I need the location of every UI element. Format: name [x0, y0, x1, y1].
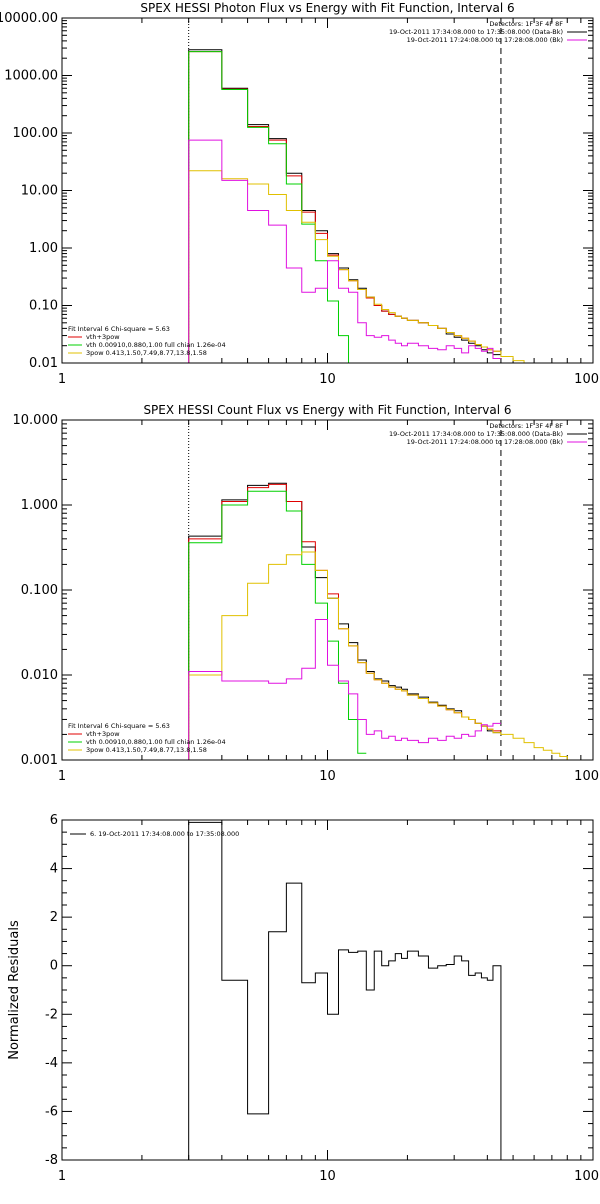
x-tick-label: 100 — [574, 1169, 599, 1184]
series-line-3 — [188, 51, 358, 363]
plot-area — [188, 420, 588, 760]
x-tick-label: 10 — [319, 372, 336, 387]
series-line-5 — [188, 139, 501, 363]
y-tick-label: -6 — [45, 1104, 58, 1119]
y-tick-label: 10.00 — [21, 184, 58, 199]
series-line-4 — [188, 551, 588, 760]
plot-area — [188, 18, 552, 363]
legend-entry: 19-Oct-2011 17:34:08.000 to 17:35:08.000… — [389, 28, 563, 36]
legend-entry: Fit Interval 6 Chi-square = 5.63 — [68, 722, 170, 730]
series-line-1 — [188, 49, 501, 363]
legend-entry: 6. 19-Oct-2011 17:34:08.000 to 17:35:08.… — [90, 830, 239, 838]
plot-frame — [61, 419, 594, 761]
y-tick-label: 6 — [50, 813, 58, 828]
y-tick-label: 2 — [50, 910, 58, 925]
x-tick-label: 1 — [58, 372, 66, 387]
x-tick-label: 10 — [319, 1169, 336, 1184]
y-tick-label: 1.000 — [21, 498, 58, 513]
x-tick-label: 100 — [574, 372, 599, 387]
chart-title: SPEX HESSI Count Flux vs Energy with Fit… — [143, 403, 511, 417]
chart-panel-2: SPEX HESSI Count Flux vs Energy with Fit… — [13, 403, 600, 784]
y-tick-label: 10000.00 — [0, 11, 58, 26]
chart-panel-3: Normalized Residuals 1 10 100 -8 -6 -4 -2 0 2 4 6 6.… — [7, 813, 599, 1184]
y-tick-label: 0 — [50, 959, 58, 974]
legend-entry: 3pow 0.413,1.50,7.49,8.77,13.8,1.58 — [86, 746, 207, 754]
series-line-4 — [188, 170, 552, 363]
series-line-1 — [188, 821, 502, 1160]
y-tick-label: 0.10 — [29, 299, 58, 314]
series-line-2 — [188, 483, 501, 760]
x-tick-label: 100 — [574, 769, 599, 784]
series-line-3 — [188, 490, 367, 760]
legend-entry: 19-Oct-2011 17:24:08.000 to 17:28:08.000… — [407, 438, 563, 446]
x-tick-label: 1 — [58, 769, 66, 784]
plot-frame — [61, 17, 594, 364]
y-tick-label: 10.000 — [13, 413, 59, 428]
y-axis-label: Normalized Residuals — [7, 920, 22, 1060]
y-tick-label: 1.00 — [29, 241, 58, 256]
chart-title: SPEX HESSI Photon Flux vs Energy with Fi… — [140, 1, 514, 15]
y-tick-label: 1000.00 — [4, 69, 58, 84]
chart-panel-1: SPEX HESSI Photon Flux vs Energy with Fi… — [0, 1, 599, 387]
legend-entry: Fit Interval 6 Chi-square = 5.63 — [68, 325, 170, 333]
y-tick-label: -4 — [45, 1056, 58, 1071]
y-tick-label: 0.100 — [21, 583, 58, 598]
y-tick-label: -8 — [45, 1153, 58, 1168]
y-tick-label: 0.010 — [21, 668, 58, 683]
legend-entry: vth 0.00910,0.880,1.00 full chian 1.26e-… — [86, 341, 226, 349]
legend-entry: Detectors: 1F 3F 4F 8F — [489, 422, 563, 430]
y-tick-label: 0.001 — [21, 753, 58, 768]
legend-entry: Detectors: 1F 3F 4F 8F — [489, 20, 563, 28]
plot-frame — [61, 819, 594, 1161]
legend-entry: 19-Oct-2011 17:24:08.000 to 17:28:08.000… — [407, 36, 563, 44]
legend-entry: vth+3pow — [86, 333, 120, 341]
legend-entry: 3pow 0.413,1.50,7.49,8.77,13.8,1.58 — [86, 349, 207, 357]
y-tick-label: 100.00 — [13, 126, 59, 141]
y-tick-label: -2 — [45, 1007, 58, 1022]
legend-entry: vth 0.00910,0.880,1.00 full chian 1.26e-… — [86, 738, 226, 746]
x-tick-label: 1 — [58, 1169, 66, 1184]
legend-entry: vth+3pow — [86, 730, 120, 738]
legend-entry: 19-Oct-2011 17:34:08.000 to 17:35:08.000… — [389, 430, 563, 438]
y-tick-label: 0.01 — [29, 356, 58, 371]
plot-area — [188, 821, 502, 1160]
series-line-5 — [188, 618, 501, 760]
series-line-2 — [188, 51, 501, 363]
x-tick-label: 10 — [319, 769, 336, 784]
series-line-1 — [188, 482, 501, 760]
y-tick-label: 4 — [50, 862, 58, 877]
